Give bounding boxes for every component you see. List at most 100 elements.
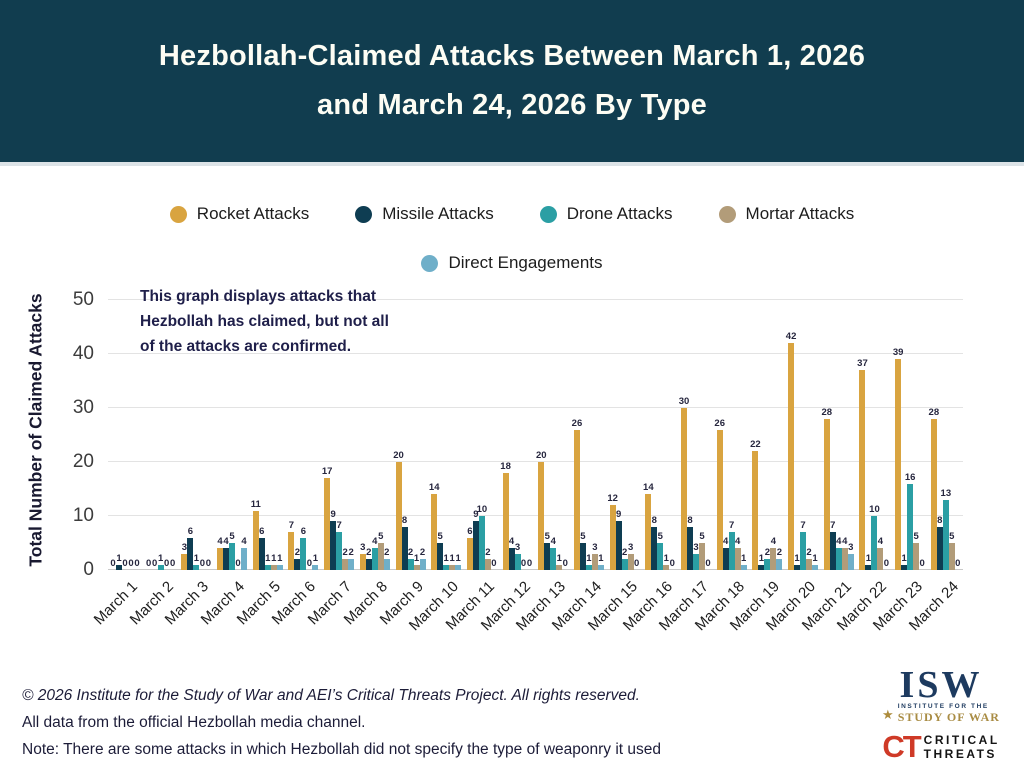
bar-cell-missile-attacks-march-12: 4 <box>508 300 515 570</box>
isw-wordmark: ISW <box>899 664 983 706</box>
bar-cell-direct-engagements-march-9: 2 <box>419 300 426 570</box>
bar-value-label: 2 <box>485 547 491 559</box>
bar-group-march-17: 30 8 3 5 0 <box>679 300 711 570</box>
bar-cell-drone-attacks-march-9: 2 <box>407 300 414 570</box>
bar-cell-mortar-attacks-march-21: 4 <box>841 300 848 570</box>
critical-threats-logo: CT CRITICAL THREATS <box>882 731 999 762</box>
legend-dot-drone-attacks-icon <box>539 205 557 223</box>
bar-mortar-attacks <box>806 559 813 570</box>
legend-dot-missile-attacks-icon <box>355 205 373 223</box>
bar-value-label: 8 <box>687 514 693 526</box>
bar-group-march-24: 28 8 13 5 0 <box>929 300 961 570</box>
bar-cell-drone-attacks-march-24: 13 <box>941 300 951 570</box>
bar-cell-direct-engagements-march-8: 2 <box>383 300 390 570</box>
bar-value-label: 2 <box>407 547 414 559</box>
bar-group-march-11: 6 9 10 2 0 <box>466 300 497 570</box>
bar-value-label: 4 <box>223 536 229 548</box>
bar-mortar-attacks <box>841 548 848 570</box>
bar-value-label: 2 <box>348 547 354 559</box>
bar-cell-drone-attacks-march-12: 3 <box>514 300 521 570</box>
bar-value-label: 0 <box>128 558 134 569</box>
bar-rocket-attacks <box>466 537 473 570</box>
bar-value-label: 5 <box>949 531 955 542</box>
bar-cell-rocket-attacks-march-10: 14 <box>428 300 440 570</box>
bar-drone-attacks <box>800 532 807 570</box>
legend-label-missile-attacks: Missile Attacks <box>382 204 494 223</box>
gridline-10 <box>108 515 963 516</box>
bar-cell-mortar-attacks-march-2: 0 <box>164 300 170 570</box>
bar-rocket-attacks <box>502 472 509 570</box>
bar-missile-attacks <box>330 521 337 570</box>
legend-dot-rocket-attacks-icon <box>169 205 187 223</box>
bar-rocket-attacks <box>859 370 866 570</box>
bar-cell-missile-attacks-march-23: 1 <box>901 300 908 570</box>
bar-cell-rocket-attacks-march-19: 22 <box>750 300 761 570</box>
bar-cell-missile-attacks-march-8: 2 <box>365 300 372 570</box>
bar-rocket-attacks <box>181 553 188 570</box>
bar-group-march-13: 20 5 4 1 0 <box>535 300 568 570</box>
bar-value-label: 10 <box>869 504 880 515</box>
bar-cell-drone-attacks-march-15: 2 <box>621 300 628 570</box>
bar-drone-attacks <box>835 548 842 570</box>
bar-value-label: 1 <box>663 552 669 564</box>
bar-value-label: 4 <box>372 536 378 548</box>
bar-value-label: 0 <box>491 558 497 569</box>
bar-cell-mortar-attacks-march-11: 2 <box>484 300 491 570</box>
bar-value-label: 3 <box>627 541 634 553</box>
bar-value-label: 20 <box>535 450 547 461</box>
bar-drone-attacks <box>907 483 914 570</box>
bar-value-label: 5 <box>657 531 663 542</box>
bar-value-label: 1 <box>758 552 765 564</box>
bar-cell-rocket-attacks-march-20: 42 <box>786 300 796 570</box>
bar-value-label: 4 <box>877 536 884 548</box>
bar-value-label: 14 <box>428 482 440 494</box>
bar-missile-attacks <box>365 559 372 570</box>
bar-value-label: 3 <box>360 541 366 553</box>
bar-cell-rocket-attacks-march-11: 6 <box>466 300 473 570</box>
y-tick-label-50: 50 <box>72 289 94 310</box>
bar-missile-attacks <box>258 537 265 570</box>
grid: 0 10 20 30 40 50 <box>73 289 963 580</box>
legend-item-missile-attacks: Missile Attacks <box>355 204 494 224</box>
bar-groups: 0 1 0 0 0 0 0 1 0 0 3 6 1 0 0 4 4 5 0 4 11 6 1 1 1 7 2 6 0 1 17 9 7 2 2 3 2 4… <box>108 300 963 570</box>
bar-mortar-attacks <box>270 564 277 570</box>
star-icon: ★ <box>882 706 894 722</box>
bar-value-label: 0 <box>669 558 675 569</box>
bar-cell-direct-engagements-march-17: 0 <box>705 300 711 570</box>
bar-value-label: 0 <box>306 558 313 569</box>
bar-direct-engagements <box>312 564 319 570</box>
gridline-30 <box>108 407 963 408</box>
bar-value-label: 9 <box>330 509 336 521</box>
bar-value-label: 1 <box>812 552 818 564</box>
bar-mortar-attacks <box>484 559 491 570</box>
bar-cell-direct-engagements-march-16: 0 <box>669 300 675 570</box>
bar-cell-drone-attacks-march-1: 0 <box>122 300 128 570</box>
bar-mortar-attacks <box>413 564 420 570</box>
bar-missile-attacks <box>936 526 943 570</box>
bar-cell-direct-engagements-march-23: 0 <box>919 300 925 570</box>
bar-cell-rocket-attacks-march-5: 11 <box>251 300 261 570</box>
bar-value-label: 0 <box>199 558 206 569</box>
bar-cell-missile-attacks-march-1: 1 <box>116 300 122 570</box>
bar-cell-direct-engagements-march-22: 0 <box>883 300 889 570</box>
legend-item-mortar-attacks: Mortar Attacks <box>718 204 854 224</box>
bar-missile-attacks <box>223 548 230 570</box>
bar-group-march-10: 14 5 1 1 1 <box>428 300 462 570</box>
bar-cell-direct-engagements-march-19: 2 <box>776 300 783 570</box>
bar-cell-mortar-attacks-march-9: 1 <box>413 300 420 570</box>
bar-drone-attacks <box>264 564 271 570</box>
bar-rocket-attacks <box>288 532 295 570</box>
bar-cell-mortar-attacks-march-17: 5 <box>699 300 705 570</box>
bar-value-label: 0 <box>633 558 640 569</box>
bar-mortar-attacks <box>948 543 955 570</box>
bar-drone-attacks <box>514 553 521 570</box>
bar-value-label: 0 <box>520 558 527 569</box>
bar-value-label: 37 <box>857 358 868 370</box>
bar-value-label: 0 <box>134 558 140 569</box>
bar-missile-attacks <box>687 526 693 570</box>
bar-cell-drone-attacks-march-13: 4 <box>550 300 557 570</box>
bar-missile-attacks <box>901 564 908 570</box>
bar-group-march-22: 37 1 10 4 0 <box>857 300 889 570</box>
